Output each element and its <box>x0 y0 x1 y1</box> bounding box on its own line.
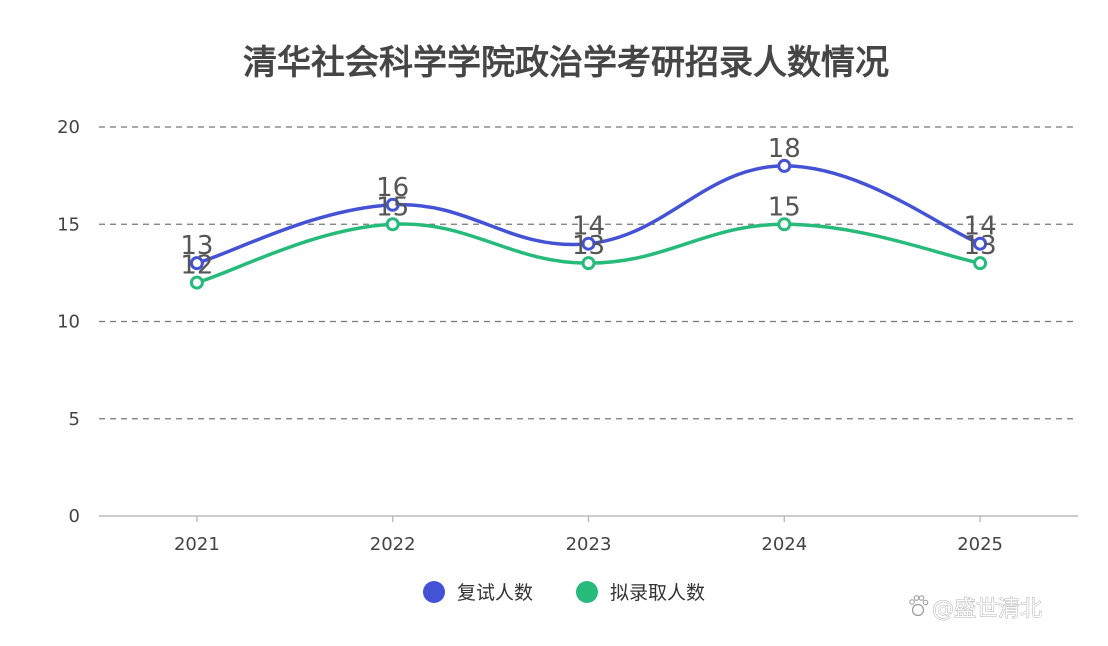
data-label: 14 <box>572 212 605 242</box>
legend-marker <box>576 581 598 603</box>
x-tick-label: 2021 <box>174 534 220 555</box>
y-tick-label: 0 <box>69 506 80 527</box>
x-tick-label: 2024 <box>761 534 807 555</box>
data-point[interactable] <box>581 236 596 251</box>
y-tick-label: 15 <box>57 214 80 235</box>
legend-label: 拟录取人数 <box>610 582 705 604</box>
data-labels: 12 15 13 15 13 13 16 14 18 14 <box>180 134 996 281</box>
data-label: 15 <box>768 192 801 222</box>
axes: 0 5 10 15 20 2021 2022 2023 2024 2025 <box>57 117 1078 555</box>
data-point[interactable] <box>189 275 204 290</box>
y-tick-label: 5 <box>69 409 80 430</box>
data-label: 13 <box>180 231 213 261</box>
chart-title: 清华社会科学学院政治学考研招录人数情况 <box>243 43 889 83</box>
y-tick-label: 20 <box>57 117 80 138</box>
data-label: 16 <box>376 173 409 203</box>
y-tick-label: 10 <box>57 312 80 333</box>
x-tick-label: 2022 <box>370 534 416 555</box>
x-tick-label: 2023 <box>566 534 612 555</box>
paw-icon <box>909 595 929 617</box>
legend-item[interactable]: 拟录取人数 <box>576 581 705 604</box>
data-point[interactable] <box>189 256 204 271</box>
data-label: 15 <box>376 192 409 222</box>
watermark: @盛世清北 <box>909 595 1042 622</box>
data-point[interactable] <box>973 236 988 251</box>
data-label: 12 <box>180 251 213 281</box>
data-point[interactable] <box>777 217 792 232</box>
legend-item[interactable]: 复试人数 <box>423 581 533 604</box>
data-point[interactable] <box>385 197 400 212</box>
legend: 复试人数 拟录取人数 <box>423 581 705 604</box>
series <box>189 158 988 290</box>
data-point[interactable] <box>777 158 792 173</box>
data-label: 14 <box>964 212 997 242</box>
data-point[interactable] <box>973 256 988 271</box>
data-point[interactable] <box>581 256 596 271</box>
x-tick-label: 2025 <box>957 534 1003 555</box>
data-label: 13 <box>964 231 997 261</box>
data-point[interactable] <box>385 217 400 232</box>
data-label: 18 <box>768 134 801 164</box>
data-label: 13 <box>572 231 605 261</box>
legend-marker <box>423 581 445 603</box>
watermark-text: @盛世清北 <box>932 597 1042 622</box>
grid <box>99 126 1078 420</box>
legend-label: 复试人数 <box>457 582 533 604</box>
